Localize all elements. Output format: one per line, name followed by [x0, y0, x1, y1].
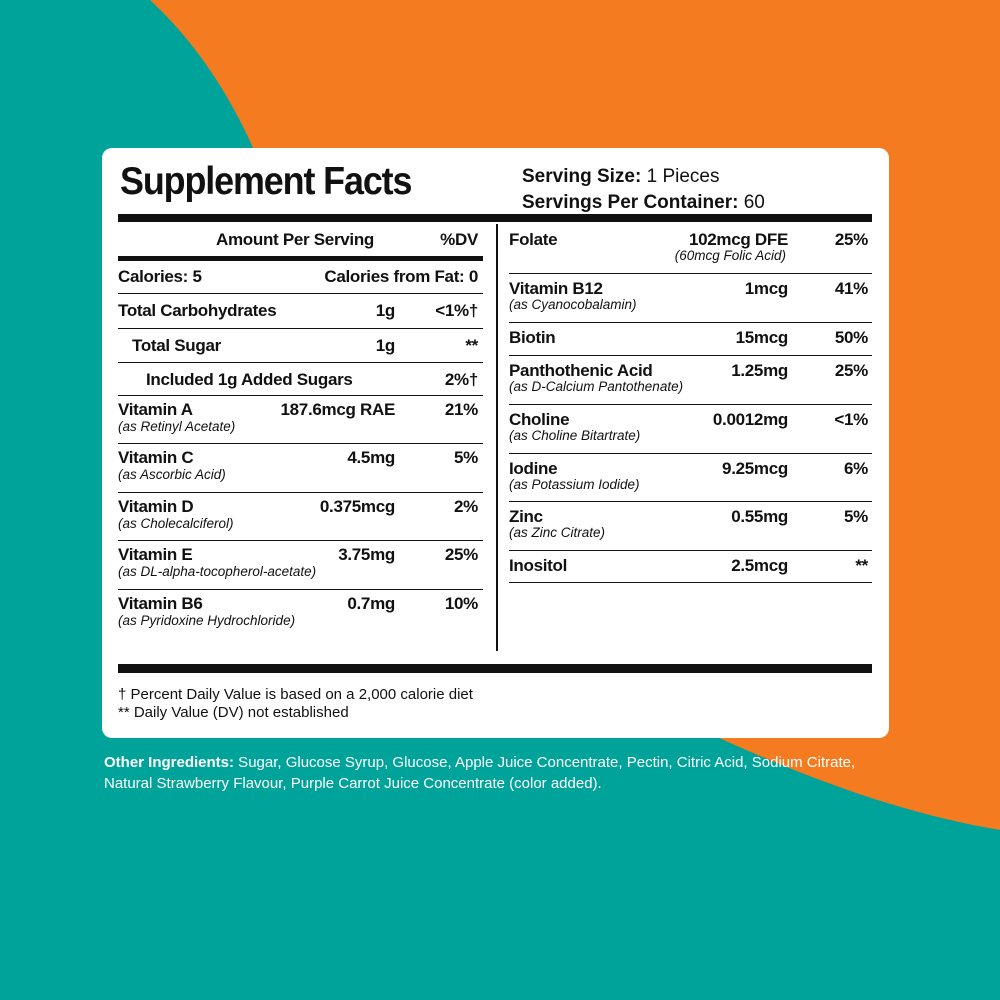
nutrient-name: Choline	[509, 410, 570, 429]
nutrient-name: Vitamin E	[118, 545, 193, 564]
column-divider	[496, 224, 498, 651]
bottom-rule	[118, 664, 872, 673]
nutrient-row: Vitamin C (as Ascorbic Acid) 4.5mg 5%	[118, 443, 483, 493]
dv-header: %DV	[440, 230, 478, 249]
nutrient-amount: 1g	[375, 301, 396, 320]
nutrient-row: Choline (as Choline Bitartrate) 0.0012mg <1…	[509, 404, 872, 454]
nutrient-amount: 3.75mg	[338, 545, 395, 564]
nutrient-amount: 1.25mg	[731, 361, 788, 380]
nutrient-amount: 0.0012mg	[712, 410, 788, 429]
nutrient-row: Vitamin E (as DL-alpha-tocopherol-acetate…	[118, 540, 483, 590]
nutrient-dv: <1%	[834, 410, 868, 429]
nutrient-row: Vitamin A (as Retinyl Acetate) 187.6mcg RA…	[118, 395, 483, 444]
nutrient-name: Included 1g Added Sugars	[146, 370, 353, 389]
nutrient-dv: 10%	[444, 594, 478, 613]
calories-from-fat: Calories from Fat: 0	[324, 267, 478, 286]
nutrient-amount: 9.25mcg	[722, 459, 788, 478]
nutrient-name: Total Carbohydrates	[118, 301, 277, 320]
nutrient-name: Panthothenic Acid	[509, 361, 653, 380]
nutrient-source: (as D-Calcium Pantothenate)	[509, 379, 684, 394]
nutrient-amount: 15mcg	[735, 328, 789, 347]
nutrient-amount: 0.55mg	[731, 507, 788, 526]
nutrient-amount: 4.5mg	[347, 448, 395, 467]
nutrient-name: Inositol	[509, 556, 568, 575]
nutrient-dv: 2%†	[444, 370, 478, 389]
nutrient-dv: 25%	[834, 230, 868, 249]
nutrient-row: Zinc (as Zinc Citrate) 0.55mg 5%	[509, 501, 872, 551]
nutrient-name: Vitamin A	[118, 400, 193, 419]
nutrient-dv: 21%	[444, 400, 478, 419]
nutrient-dv: **	[855, 556, 868, 575]
nutrient-source: (as Cholecalciferol)	[118, 516, 234, 531]
other-ingredients: Other Ingredients: Sugar, Glucose Syrup,…	[104, 752, 904, 794]
nutrient-row: Total Sugar 1g **	[118, 328, 483, 363]
nutrient-source: (as Pyridoxine Hydrochloride)	[118, 613, 296, 628]
nutrient-source: (as Zinc Citrate)	[509, 525, 606, 540]
nutrient-amount: 2.5mcg	[731, 556, 788, 575]
nutrient-source: (as Ascorbic Acid)	[118, 467, 226, 482]
footnote-dagger: † Percent Daily Value is based on a 2,00…	[118, 686, 473, 703]
serving-info: Serving Size: 1 Pieces Servings Per Cont…	[522, 166, 765, 213]
nutrient-source: (as DL-alpha-tocopherol-acetate)	[118, 564, 317, 579]
nutrient-amount: 1g	[375, 336, 396, 355]
nutrient-name: Vitamin B6	[118, 594, 203, 613]
nutrient-row: Biotin 15mcg 50%	[509, 322, 872, 356]
nutrient-name: Vitamin B12	[509, 279, 603, 298]
header-row: Amount Per Serving %DV	[118, 224, 483, 261]
nutrient-source: (as Retinyl Acetate)	[118, 419, 236, 434]
nutrient-name: Biotin	[509, 328, 556, 347]
nutrient-name: Zinc	[509, 507, 543, 526]
nutrient-dv: 2%	[454, 497, 478, 516]
nutrient-name: Total Sugar	[132, 336, 221, 355]
nutrient-amount: 0.7mg	[347, 594, 395, 613]
footnotes: † Percent Daily Value is based on a 2,00…	[118, 686, 473, 722]
calories-row: Calories: 5 Calories from Fat: 0	[118, 261, 483, 294]
nutrient-dv: 50%	[834, 328, 868, 347]
nutrient-row: Folate 102mcg DFE (60mcg Folic Acid) 25%	[509, 224, 872, 274]
nutrient-row: Included 1g Added Sugars 2%†	[118, 362, 483, 396]
nutrient-amount: 102mcg DFE	[688, 230, 788, 249]
nutrient-dv: 41%	[834, 279, 868, 298]
nutrient-name: Folate	[509, 230, 558, 249]
panel-title: Supplement Facts	[120, 160, 412, 203]
nutrient-row: Inositol 2.5mcg **	[509, 550, 872, 583]
top-rule	[118, 214, 872, 222]
nutrient-dv: 6%	[844, 459, 868, 478]
nutrient-row: Panthothenic Acid (as D-Calcium Pantothen…	[509, 355, 872, 405]
nutrient-name: Iodine	[509, 459, 558, 478]
nutrient-dv: 25%	[834, 361, 868, 380]
nutrient-source: (as Potassium Iodide)	[509, 477, 640, 492]
nutrient-amount: 1mcg	[744, 279, 789, 298]
nutrient-row: Vitamin B12 (as Cyanocobalamin) 1mcg 41%	[509, 273, 872, 323]
nutrient-dv: <1%†	[435, 301, 478, 320]
other-ingredients-label: Other Ingredients:	[104, 754, 235, 771]
nutrient-amount-note: (60mcg Folic Acid)	[674, 248, 786, 263]
nutrient-source: (as Choline Bitartrate)	[509, 428, 641, 443]
nutrient-row: Total Carbohydrates 1g <1%†	[118, 293, 483, 329]
nutrient-row: Vitamin B6 (as Pyridoxine Hydrochloride) 0…	[118, 589, 483, 641]
amount-header: Amount Per Serving	[216, 230, 375, 249]
nutrient-amount: 187.6mcg RAE	[280, 400, 395, 419]
nutrient-name: Vitamin D	[118, 497, 194, 516]
supplement-facts-panel: Supplement Facts Serving Size: 1 Pieces …	[102, 148, 889, 738]
nutrient-dv: 5%	[844, 507, 868, 526]
footnote-asterisk: ** Daily Value (DV) not established	[118, 704, 349, 721]
other-ingredients-text: Sugar, Glucose Syrup, Glucose, Apple Jui…	[104, 754, 856, 792]
nutrient-dv: 5%	[454, 448, 478, 467]
nutrient-row: Iodine (as Potassium Iodide) 9.25mcg 6%	[509, 453, 872, 502]
nutrient-dv: 25%	[444, 545, 478, 564]
nutrient-row: Vitamin D (as Cholecalciferol) 0.375mcg 2%	[118, 492, 483, 541]
calories: Calories: 5	[118, 267, 202, 286]
nutrient-dv: **	[465, 336, 478, 355]
nutrient-amount: 0.375mcg	[319, 497, 395, 516]
nutrient-name: Vitamin C	[118, 448, 194, 467]
nutrient-source: (as Cyanocobalamin)	[509, 297, 637, 312]
